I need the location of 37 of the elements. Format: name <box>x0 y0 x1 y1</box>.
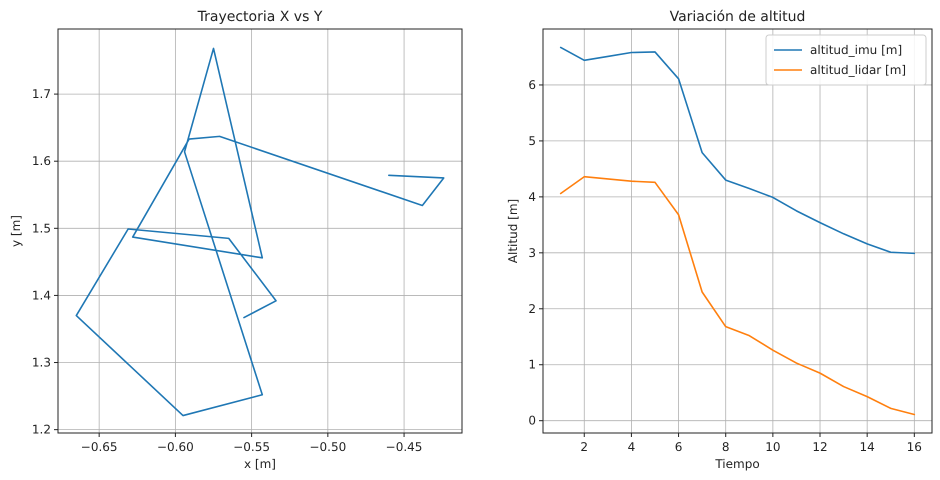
y-axis-title: y [m] <box>9 215 23 247</box>
y-tick-label: 1.2 <box>32 422 51 437</box>
y-tick-label: 1.6 <box>32 154 51 168</box>
x-axis-title: x [m] <box>244 457 276 471</box>
x-tick-label: 4 <box>628 440 636 454</box>
y-tick-label: 5 <box>528 134 536 148</box>
y-tick-label: 1.7 <box>32 87 51 102</box>
x-axis-title: Tiempo <box>714 457 760 471</box>
y-tick-label: 6 <box>528 78 536 92</box>
x-tick-label: −0.50 <box>309 440 346 454</box>
line-series <box>560 46 916 254</box>
x-tick-label: 12 <box>812 440 828 454</box>
legend-label: altitud_imu [m] <box>810 43 902 57</box>
y-tick-label: 3 <box>528 246 536 260</box>
x-tick-label: 14 <box>860 440 875 454</box>
y-tick-label: 1 <box>528 358 536 372</box>
y-tick-label: 1.3 <box>32 356 51 370</box>
x-tick-label: 16 <box>906 440 922 454</box>
x-tick-label: −0.45 <box>386 440 422 454</box>
x-tick-label: 2 <box>580 440 588 454</box>
x-tick-label: 6 <box>674 440 682 454</box>
y-axis-title: Altitud [m] <box>506 198 520 264</box>
line-series <box>560 176 916 416</box>
y-tick-label: 0 <box>528 414 536 428</box>
x-tick-label: 8 <box>722 440 730 454</box>
y-tick-label: 1.4 <box>32 288 51 302</box>
line-series <box>75 48 445 416</box>
y-tick-label: 1.5 <box>32 221 51 236</box>
chart-title: Trayectoria X vs Y <box>196 9 323 25</box>
chart-title: Variación de altitud <box>670 9 806 25</box>
legend-label: altitud_lidar [m] <box>810 63 906 77</box>
x-tick-label: 10 <box>765 440 781 454</box>
x-tick-label: −0.60 <box>157 440 194 454</box>
y-tick-label: 2 <box>528 302 536 316</box>
x-tick-label: −0.65 <box>80 440 118 454</box>
y-tick-label: 4 <box>528 190 536 204</box>
x-tick-label: −0.55 <box>233 440 270 454</box>
